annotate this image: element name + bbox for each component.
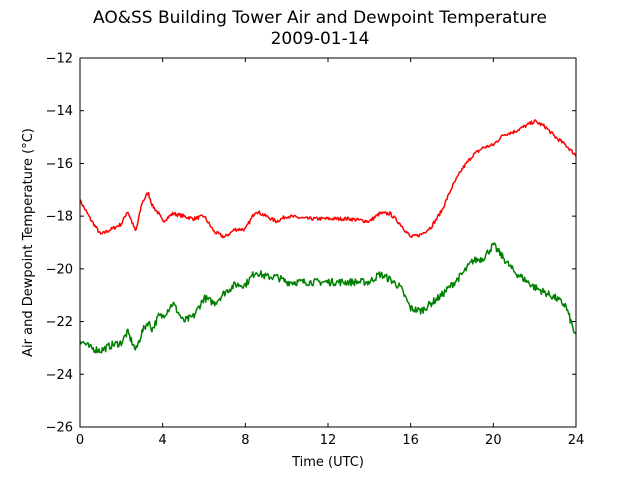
x-tick-label: 24 (568, 433, 585, 448)
y-tick-label: −24 (46, 368, 73, 383)
y-tick-label: −12 (46, 52, 73, 67)
series-line-green (79, 242, 577, 354)
y-tick-label: −14 (46, 104, 73, 119)
y-axis-label: Air and Dewpoint Temperature (°C) (21, 128, 36, 357)
y-tick-label: −16 (46, 157, 73, 172)
axes-frame (79, 57, 577, 428)
x-tick-label: 12 (320, 433, 337, 448)
series-layer (79, 119, 577, 354)
y-tick-label: −18 (46, 210, 73, 225)
x-tick-label: 4 (159, 433, 167, 448)
x-tick-label: 20 (485, 433, 502, 448)
x-tick-label: 16 (402, 433, 419, 448)
chart-title: AO&SS Building Tower Air and Dewpoint Te… (92, 8, 547, 28)
y-tick-label: −22 (46, 315, 73, 330)
x-tick-label: 0 (76, 433, 84, 448)
x-axis-ticks: 0 4 8 12 16 20 24 (76, 58, 584, 448)
x-tick-label: 8 (241, 433, 249, 448)
y-tick-label: −26 (46, 421, 73, 436)
series-line-red (79, 119, 577, 239)
y-axis-ticks: −26 −24 −22 −20 −18 −16 −14 −12 (46, 52, 576, 436)
chart-subtitle: 2009-01-14 (270, 29, 370, 49)
y-tick-label: −20 (46, 262, 73, 277)
x-axis-label: Time (UTC) (291, 455, 364, 470)
